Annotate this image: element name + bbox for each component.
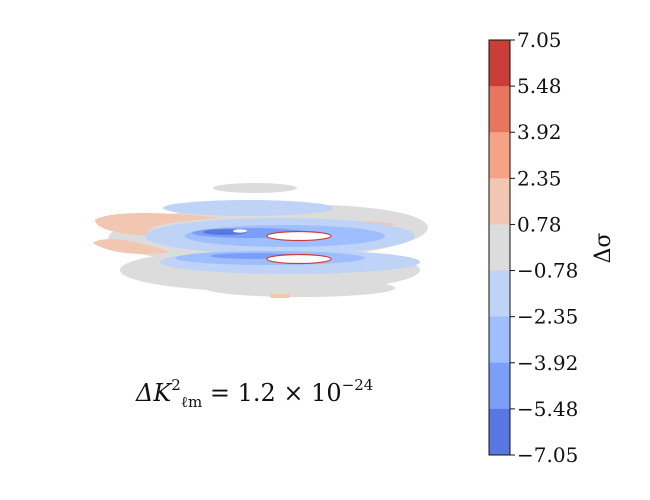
- delta-k-annotation: ΔK2ℓm = 1.2 × 10−24: [136, 376, 374, 412]
- colorbar-tick-label: 3.92: [517, 120, 562, 144]
- contour-region: [93, 239, 170, 254]
- colorbar-tick-label: −7.05: [517, 443, 578, 467]
- annotation-lhs-base: ΔK: [136, 379, 172, 407]
- contour-peak-upper: [266, 230, 332, 242]
- colorbar-tick-label: 5.48: [517, 74, 562, 98]
- colorbar-tick-label: 7.05: [517, 28, 562, 52]
- colorbar-tick-label: 0.78: [517, 212, 562, 236]
- colorbar-segment: [489, 270, 510, 318]
- contour-region: [205, 279, 395, 297]
- colorbar-tick-label: −3.92: [517, 351, 578, 375]
- annotation-rhs: = 1.2 × 10: [209, 379, 342, 407]
- colorbar-ticks: 7.05 5.48 3.92 2.35 0.78 −0.78 −2.35 −3.92 −5.48…: [510, 28, 578, 467]
- colorbar: [488, 39, 511, 456]
- contour-region: [270, 294, 290, 298]
- colorbar-tick-label: −0.78: [517, 259, 578, 283]
- colorbar-tick-label: 2.35: [517, 166, 562, 190]
- contour-region: [163, 200, 333, 216]
- annotation-exponent: −24: [341, 376, 374, 394]
- colorbar-segment: [489, 178, 510, 225]
- contour-region: [233, 229, 247, 233]
- colorbar-segment: [489, 86, 510, 133]
- annotation-lhs-sub: ℓm: [180, 392, 203, 411]
- colorbar-segment: [489, 40, 510, 87]
- contour-region: [95, 213, 220, 236]
- colorbar-segment: [489, 224, 510, 272]
- colorbar-segment: [489, 362, 510, 410]
- colorbar-frame: [488, 39, 511, 456]
- colorbar-segment: [489, 408, 510, 456]
- colorbar-segment: [489, 132, 510, 179]
- contour-peak-lower: [266, 253, 332, 265]
- colorbar-label: Δσ: [591, 233, 616, 264]
- colorbar-tick-label: −2.35: [517, 305, 578, 329]
- colorbar-tick-label: −5.48: [517, 397, 578, 421]
- annotation-lhs-sup: 2: [171, 376, 181, 394]
- contour-plot: [93, 183, 428, 298]
- contour-region: [213, 183, 297, 193]
- colorbar-segment: [489, 316, 510, 364]
